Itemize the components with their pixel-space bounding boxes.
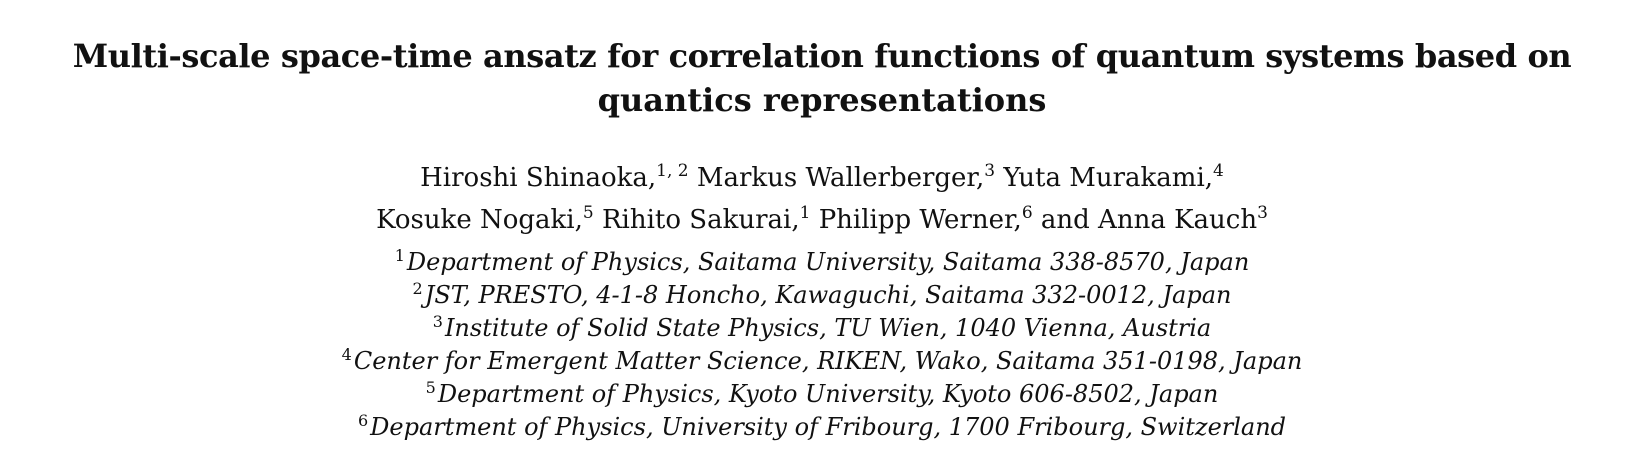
affiliation-text: Center for Emergent Matter Science, RIKE… bbox=[353, 347, 1303, 375]
author-line-2: Kosuke Nogaki,5 Rihito Sakurai,1 Philipp… bbox=[0, 200, 1644, 240]
author-line-1: Hiroshi Shinaoka,1, 2 Markus Wallerberge… bbox=[0, 158, 1644, 198]
affiliation: 6Department of Physics, University of Fr… bbox=[0, 411, 1644, 444]
author-affiliation-marker: 3 bbox=[1257, 203, 1268, 223]
author-name-text: Yuta Murakami, bbox=[1003, 163, 1214, 193]
affiliation: 2JST, PRESTO, 4-1-8 Honcho, Kawaguchi, S… bbox=[0, 279, 1644, 312]
affiliation-number: 4 bbox=[341, 345, 352, 364]
affiliation-text: Department of Physics, Saitama Universit… bbox=[406, 248, 1250, 276]
author-name-text: Rihito Sakurai, bbox=[601, 205, 800, 235]
author-affiliation-marker: 4 bbox=[1213, 161, 1224, 181]
author-name-text: Markus Wallerberger, bbox=[696, 163, 985, 193]
author-affiliation-marker: 6 bbox=[1021, 203, 1033, 223]
paper-title-line-1: Multi-scale space-time ansatz for correl… bbox=[72, 37, 1572, 75]
author-name: Rihito Sakurai,1 bbox=[601, 203, 811, 236]
affiliation-number: 2 bbox=[412, 279, 423, 298]
affiliation: 3Institute of Solid State Physics, TU Wi… bbox=[0, 312, 1644, 345]
affiliation-number: 1 bbox=[394, 246, 405, 265]
author-name: Yuta Murakami,4 bbox=[1003, 161, 1224, 194]
author-affiliation-marker: 1 bbox=[799, 203, 811, 223]
affiliation-text: Department of Physics, University of Fri… bbox=[370, 413, 1287, 441]
affiliation: 1Department of Physics, Saitama Universi… bbox=[0, 246, 1644, 279]
author-name: Markus Wallerberger,3 bbox=[696, 161, 996, 194]
affiliation: 4Center for Emergent Matter Science, RIK… bbox=[0, 345, 1644, 378]
author-affiliation-marker: 1, 2 bbox=[656, 161, 689, 181]
affiliation: 5Department of Physics, Kyoto University… bbox=[0, 378, 1644, 411]
affiliation-text: Institute of Solid State Physics, TU Wie… bbox=[444, 314, 1212, 342]
author-name: Hiroshi Shinaoka,1, 2 bbox=[420, 161, 689, 194]
author-name: Kosuke Nogaki,5 bbox=[376, 203, 594, 236]
author-name-text: and Anna Kauch bbox=[1040, 205, 1258, 235]
author-name-text: Philipp Werner, bbox=[818, 205, 1022, 235]
author-affiliation-marker: 5 bbox=[582, 203, 594, 223]
author-affiliation-marker: 3 bbox=[984, 161, 996, 181]
affiliation-number: 6 bbox=[357, 411, 369, 430]
author-name: and Anna Kauch3 bbox=[1040, 203, 1268, 236]
author-name: Philipp Werner,6 bbox=[818, 203, 1033, 236]
author-name-text: Hiroshi Shinaoka, bbox=[420, 163, 657, 193]
affiliation-list: 1Department of Physics, Saitama Universi… bbox=[0, 246, 1644, 444]
author-name-text: Kosuke Nogaki, bbox=[376, 205, 583, 235]
affiliation-text: JST, PRESTO, 4-1-8 Honcho, Kawaguchi, Sa… bbox=[424, 281, 1232, 309]
affiliation-number: 5 bbox=[425, 378, 436, 397]
paper-title-line-2: quantics representations bbox=[597, 81, 1047, 119]
affiliation-number: 3 bbox=[432, 312, 443, 331]
affiliation-text: Department of Physics, Kyoto University,… bbox=[437, 380, 1219, 408]
